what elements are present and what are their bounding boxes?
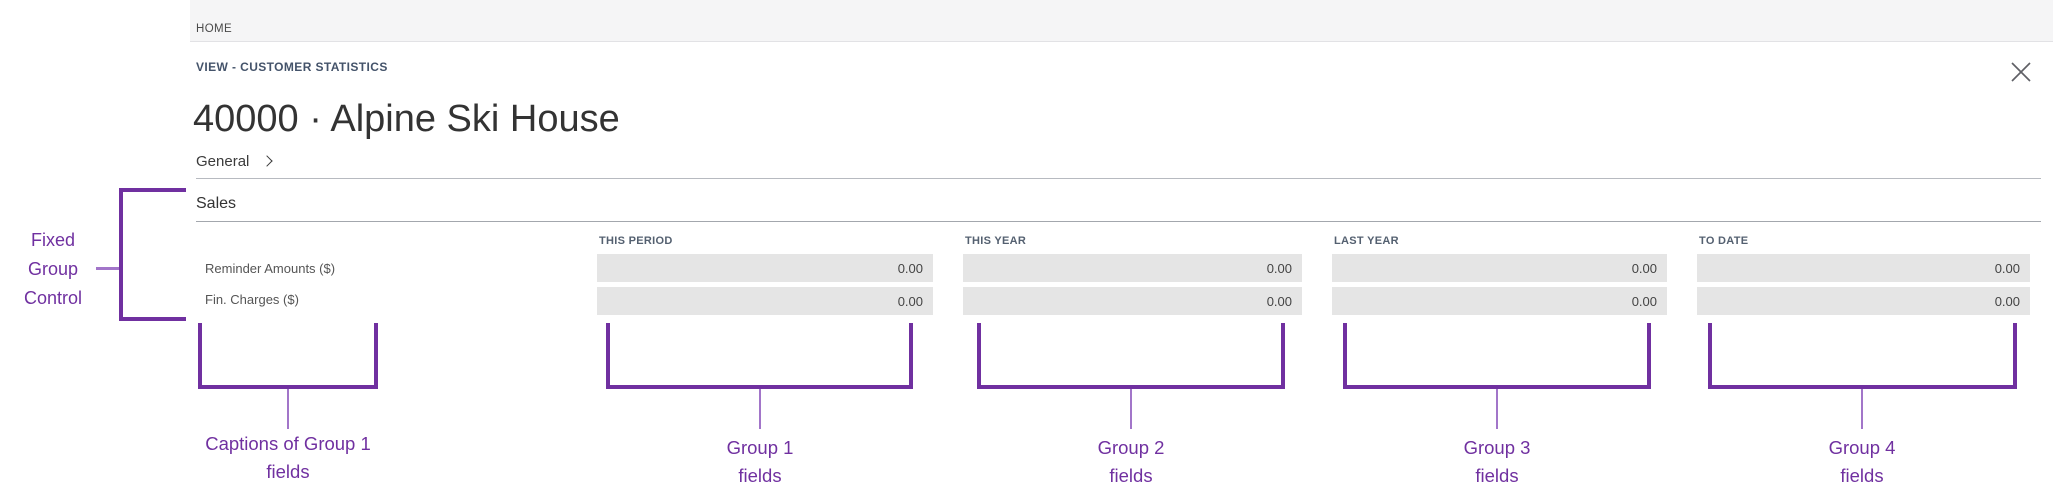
bracket-group2 xyxy=(977,323,1285,389)
page-caption: VIEW - CUSTOMER STATISTICS xyxy=(196,60,388,74)
column-header-to-date: TO DATE xyxy=(1699,235,1749,247)
field-reminder-last-year[interactable]: 0.00 xyxy=(1332,254,1667,282)
annotation-group2-fields: Group 2 fields xyxy=(1097,437,1165,486)
section-general-header[interactable]: General xyxy=(196,153,273,170)
column-header-this-year: THIS YEAR xyxy=(965,235,1027,247)
stem-group2 xyxy=(1130,389,1132,429)
row-label-fin-charges: Fin. Charges ($) xyxy=(205,292,299,307)
page-title: 40000 · Alpine Ski House xyxy=(193,98,620,140)
stem-group1 xyxy=(759,389,761,429)
tab-home[interactable]: HOME xyxy=(196,23,233,35)
row-label-reminder-amounts: Reminder Amounts ($) xyxy=(205,261,336,276)
column-header-this-period: THIS PERIOD xyxy=(599,235,673,247)
close-icon xyxy=(2011,62,2031,82)
field-fincharges-last-year[interactable]: 0.00 xyxy=(1332,287,1667,315)
column-header-last-year: LAST YEAR xyxy=(1334,235,1399,247)
top-nav-bar: HOME xyxy=(190,0,2053,42)
field-reminder-this-year[interactable]: 0.00 xyxy=(963,254,1302,282)
close-button[interactable] xyxy=(2008,60,2034,86)
annotation-captions-group1: Captions of Group 1 fields xyxy=(205,433,371,482)
divider-general xyxy=(196,178,2041,179)
annotation-group4-fields: Group 4 fields xyxy=(1828,437,1896,486)
annotation-group1-fields: Group 1 fields xyxy=(726,437,794,486)
field-reminder-to-date[interactable]: 0.00 xyxy=(1697,254,2030,282)
divider-sales xyxy=(196,221,2041,222)
bracket-group1 xyxy=(606,323,913,389)
field-fincharges-this-period[interactable]: 0.00 xyxy=(597,287,933,315)
field-fincharges-to-date[interactable]: 0.00 xyxy=(1697,287,2030,315)
stem-captions-group1 xyxy=(287,389,289,429)
fixed-group-connector-line xyxy=(96,267,119,270)
bracket-group4 xyxy=(1708,323,2017,389)
bracket-captions-group1 xyxy=(198,323,378,389)
annotation-fixed-group-control: Fixed Group Control xyxy=(23,230,83,308)
section-sales-header[interactable]: Sales xyxy=(196,195,237,212)
stem-group3 xyxy=(1496,389,1498,429)
bracket-group3 xyxy=(1343,323,1651,389)
field-fincharges-this-year[interactable]: 0.00 xyxy=(963,287,1302,315)
chevron-right-icon xyxy=(260,155,273,167)
section-general-label: General xyxy=(196,153,250,170)
stem-group4 xyxy=(1861,389,1863,429)
field-reminder-this-period[interactable]: 0.00 xyxy=(597,254,933,282)
fixed-group-bracket xyxy=(119,188,186,321)
annotation-group3-fields: Group 3 fields xyxy=(1463,437,1531,486)
